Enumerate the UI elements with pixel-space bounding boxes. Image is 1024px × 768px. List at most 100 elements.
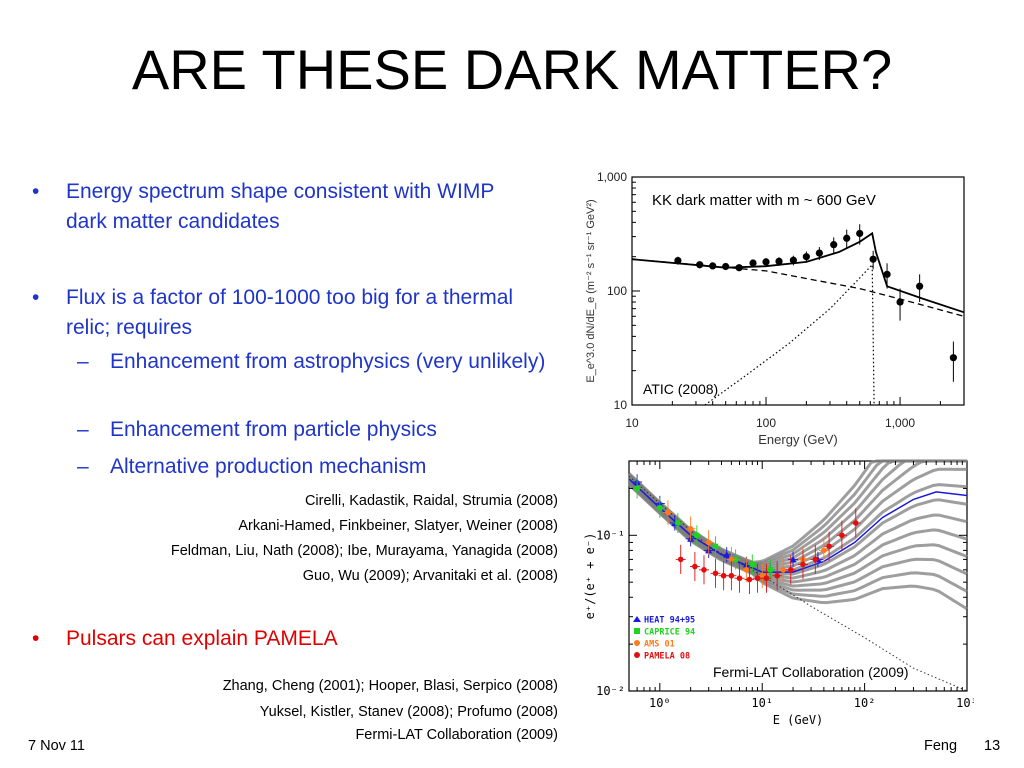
positron-fraction-chart: 10⁰ 10¹ 10² 10³ 10⁻² 10⁻¹ HEAT 94+95 CAPRICE 9… bbox=[583, 459, 974, 727]
pamela-data-point bbox=[767, 567, 773, 573]
pamela-data-point bbox=[754, 575, 761, 582]
pamela-x-axis-label: E (GeV) bbox=[773, 713, 824, 727]
subbullet-text: Enhancement from particle physics bbox=[110, 418, 437, 441]
pamela-data-point bbox=[839, 532, 845, 539]
pamela-data-point bbox=[712, 543, 719, 549]
pamela-data-point bbox=[657, 505, 663, 511]
pamela-data-point bbox=[687, 526, 694, 532]
pamela-data-point bbox=[743, 567, 750, 573]
pamela-data-point bbox=[826, 543, 832, 550]
bullet-marker: • bbox=[32, 627, 40, 650]
reference-line: Arkani-Hamed, Finkbeiner, Slatyer, Weine… bbox=[238, 518, 558, 534]
pamela-data-point bbox=[746, 576, 753, 583]
atic-data-point bbox=[843, 234, 851, 242]
pamela-model-band-curve bbox=[627, 459, 967, 564]
pamela-data-point bbox=[720, 572, 727, 579]
bullet-text: Flux is a factor of 100-1000 too big for… bbox=[66, 286, 514, 339]
atic-x-tick-label: 100 bbox=[756, 416, 776, 430]
pamela-data-point bbox=[634, 485, 640, 492]
atic-data-point bbox=[735, 264, 743, 272]
pamela-data-point bbox=[701, 567, 707, 573]
pamela-data-point bbox=[692, 563, 698, 570]
atic-y-axis-label: E_e^3.0 dN/dE_e (m⁻² s⁻¹ sr⁻¹ GeV²) bbox=[585, 199, 597, 382]
pamela-data-point bbox=[789, 555, 797, 563]
reference-line: Cirelli, Kadastik, Raidal, Strumia (2008… bbox=[304, 493, 558, 509]
atic-background-curve bbox=[631, 258, 965, 317]
pamela-x-tick-label: 10⁰ bbox=[649, 696, 671, 710]
atic-annotation: KK dark matter with m ~ 600 GeV bbox=[652, 192, 876, 209]
pamela-data-point bbox=[728, 556, 735, 563]
pamela-data-point bbox=[736, 575, 743, 582]
pamela-legend-label: HEAT 94+95 bbox=[644, 616, 695, 626]
pamela-legend-marker bbox=[634, 628, 640, 634]
atic-x-tick-label: 10 bbox=[625, 416, 639, 430]
atic-data-point bbox=[856, 229, 864, 238]
bullet-text: Pulsars can explain PAMELA bbox=[66, 627, 338, 650]
pamela-annotation: Fermi-LAT Collaboration (2009) bbox=[713, 664, 909, 680]
pamela-data-point bbox=[749, 561, 755, 568]
pamela-data-point bbox=[705, 539, 712, 546]
pamela-legend-label: CAPRICE 94 bbox=[644, 628, 695, 638]
atic-label: ATIC (2008) bbox=[643, 381, 718, 397]
pamela-legend-marker bbox=[634, 652, 640, 658]
atic-y-tick-label: 100 bbox=[607, 284, 627, 298]
reference-line: Feldman, Liu, Nath (2008); Ibe, Murayama… bbox=[170, 543, 558, 559]
pamela-data-point bbox=[675, 520, 681, 526]
atic-data-point bbox=[762, 258, 770, 266]
atic-data-point bbox=[789, 256, 797, 264]
pamela-legend-marker bbox=[633, 616, 641, 622]
bullet-text: Energy spectrum shape consistent with WI… bbox=[66, 180, 494, 233]
atic-plot-frame bbox=[631, 176, 965, 406]
footer-page-number: 13 bbox=[984, 738, 1001, 754]
pamela-legend-label: AMS 01 bbox=[644, 640, 675, 650]
pamela-data-point bbox=[665, 509, 671, 516]
atic-x-tick-label: 1,000 bbox=[885, 416, 915, 430]
atic-data-point bbox=[949, 354, 957, 362]
atic-energy-spectrum-chart: 10 100 1,000 10 100 1,000 KK dark matter with… bbox=[585, 170, 965, 447]
atic-data-point bbox=[815, 249, 823, 257]
pamela-data-point bbox=[759, 572, 766, 579]
pamela-data-point bbox=[800, 561, 806, 568]
subbullet-marker: – bbox=[77, 455, 89, 478]
footer-date: 7 Nov 11 bbox=[28, 738, 85, 754]
atic-data-point bbox=[916, 282, 924, 290]
atic-data-point bbox=[830, 241, 838, 249]
atic-data-point bbox=[896, 298, 904, 306]
atic-data-point bbox=[674, 256, 682, 265]
pamela-data-point bbox=[728, 572, 735, 579]
pamela-legend-marker bbox=[634, 640, 640, 646]
pamela-data-point bbox=[694, 532, 700, 538]
subbullet-text: Alternative production mechanism bbox=[110, 455, 427, 478]
pamela-model-curve bbox=[628, 478, 968, 573]
pamela-legend-label: PAMELA 08 bbox=[644, 652, 690, 662]
pamela-x-tick-label: 10¹ bbox=[751, 696, 773, 710]
reference-line: Zhang, Cheng (2001); Hooper, Blasi, Serp… bbox=[222, 678, 558, 694]
pamela-data-point bbox=[712, 570, 719, 577]
atic-data-point bbox=[869, 255, 877, 263]
subbullet-text: Enhancement from astrophysics (very unli… bbox=[110, 350, 546, 373]
reference-line: Yuksel, Kistler, Stanev (2008); Profumo … bbox=[259, 704, 558, 720]
pamela-data-point bbox=[780, 567, 786, 573]
pamela-y-tick-label: 10⁻² bbox=[596, 684, 625, 698]
subbullet-marker: – bbox=[77, 418, 89, 441]
pamela-data-point bbox=[763, 575, 770, 582]
pamela-data-point bbox=[787, 567, 794, 573]
pamela-y-tick-label: 10⁻¹ bbox=[596, 528, 625, 542]
footer-author: Feng bbox=[924, 738, 958, 754]
reference-line: Fermi-LAT Collaboration (2009) bbox=[355, 727, 558, 743]
pamela-x-tick-label: 10³ bbox=[956, 696, 974, 710]
page-title: ARE THESE DARK MATTER? bbox=[131, 38, 893, 101]
atic-data-point bbox=[696, 261, 704, 269]
reference-line: Guo, Wu (2009); Arvanitaki et al. (2008) bbox=[302, 568, 558, 584]
atic-y-tick-label: 10 bbox=[614, 398, 628, 412]
bullet-marker: • bbox=[32, 286, 40, 309]
atic-data-point bbox=[709, 262, 717, 270]
pamela-data-point bbox=[821, 547, 827, 554]
subbullet-marker: – bbox=[77, 350, 89, 373]
atic-data-point bbox=[775, 257, 783, 265]
pamela-data-point bbox=[852, 520, 859, 526]
atic-data-point bbox=[883, 270, 891, 278]
pamela-y-axis-label: e⁺/(e⁺ + e⁻) bbox=[583, 533, 597, 620]
pamela-data-point bbox=[774, 572, 780, 579]
pamela-data-point bbox=[723, 551, 731, 558]
